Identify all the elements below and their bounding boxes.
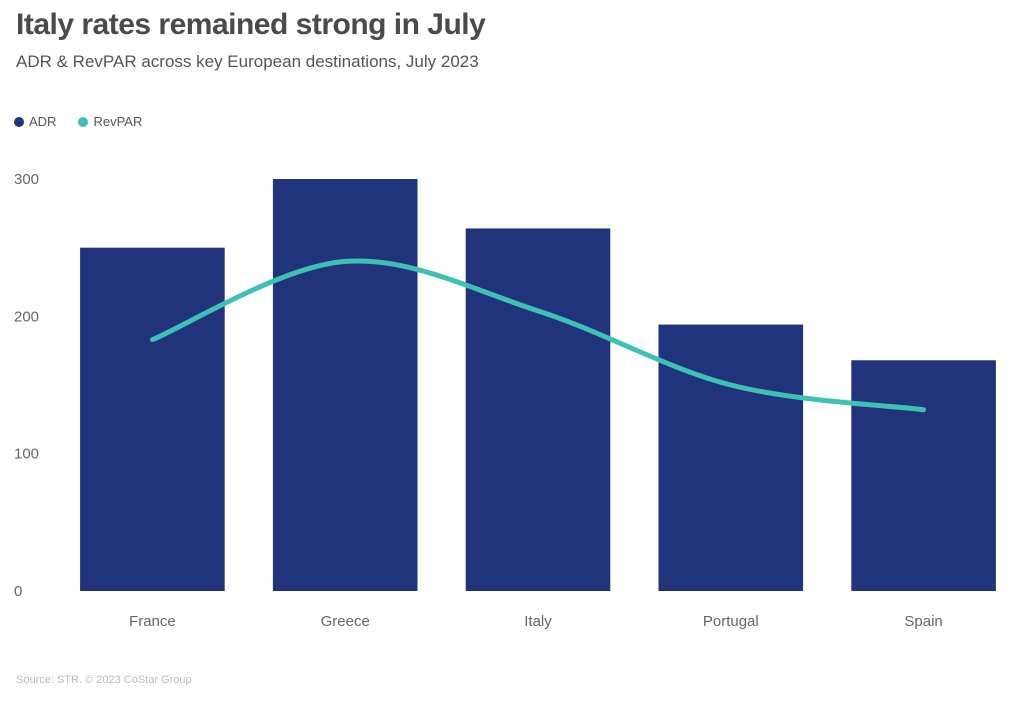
legend-label-revpar: RevPAR <box>93 114 143 129</box>
adr-bar-italy[interactable] <box>465 228 611 591</box>
source-note: Source: STR. © 2023 CoStar Group <box>16 674 192 686</box>
revpar-line[interactable] <box>149 258 927 413</box>
revpar-point-portugal[interactable] <box>728 382 734 388</box>
adr-bar-greece[interactable] <box>272 179 418 591</box>
revpar-legend-dot-icon <box>78 116 89 127</box>
adr-bar-france[interactable] <box>80 247 225 591</box>
chart-subtitle: ADR & RevPAR across key European destina… <box>16 52 479 71</box>
x-tick-label: Spain <box>904 613 942 630</box>
y-tick-label: 100 <box>14 446 39 463</box>
legend-label-adr: ADR <box>29 114 57 129</box>
adr-legend-dot-icon <box>14 116 24 127</box>
revpar-point-italy[interactable] <box>535 308 541 314</box>
adr-bar-spain[interactable] <box>851 360 996 591</box>
revpar-point-spain[interactable] <box>921 407 927 413</box>
revpar-point-france[interactable] <box>149 337 155 343</box>
x-tick-label: Italy <box>524 613 552 630</box>
x-tick-label: Greece <box>321 613 370 630</box>
x-tick-label: France <box>129 613 176 630</box>
legend-item-revpar[interactable]: RevPAR <box>78 114 142 129</box>
adr-bar-portugal[interactable] <box>658 324 804 591</box>
legend-item-adr[interactable]: ADR <box>14 114 56 129</box>
y-tick-label: 0 <box>14 583 22 600</box>
x-tick-label: Portugal <box>703 613 759 630</box>
y-tick-label: 300 <box>14 171 39 188</box>
legend: ADR RevPAR <box>14 114 142 129</box>
revpar-point-greece[interactable] <box>342 258 348 264</box>
chart-title: Italy rates remained strong in July <box>16 8 486 41</box>
y-tick-label: 200 <box>14 308 39 325</box>
